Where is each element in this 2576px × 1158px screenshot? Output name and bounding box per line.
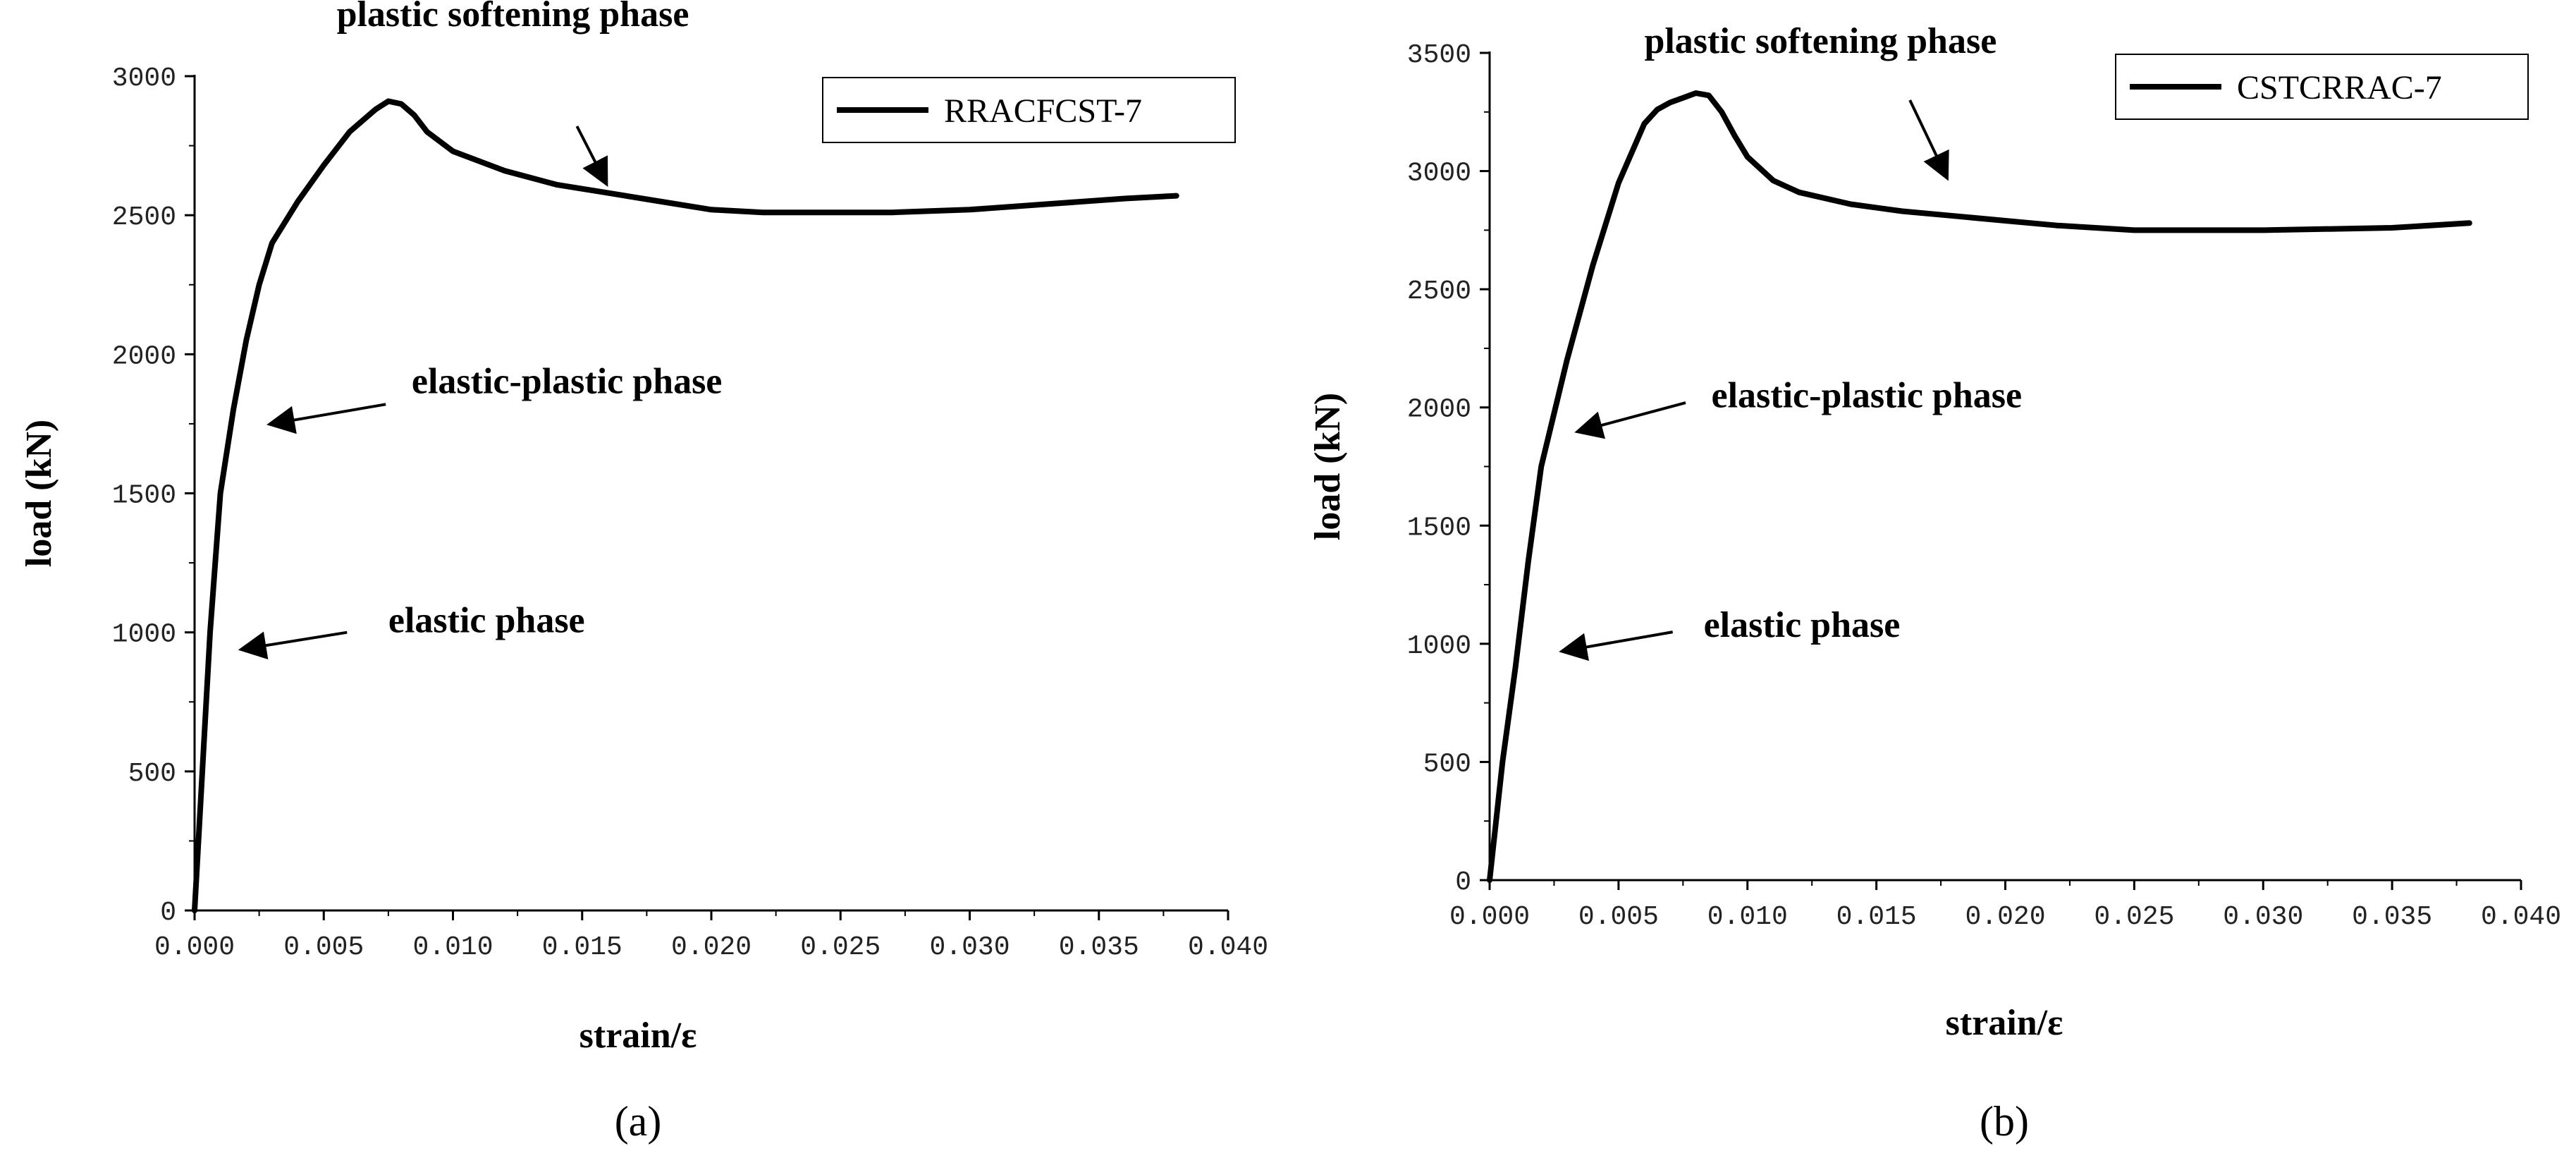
y-axis-label: load (kN) — [1308, 393, 1348, 540]
y-tick-label: 1500 — [112, 481, 176, 511]
y-tick-label: 3000 — [1407, 159, 1471, 189]
annotation-arrow — [238, 630, 348, 659]
y-tick-label: 2500 — [112, 202, 176, 233]
panel-label: (b) — [1980, 1098, 2029, 1145]
x-tick-label: 0.005 — [1578, 902, 1659, 932]
y-tick-label: 500 — [128, 759, 176, 789]
annotation-arrow — [575, 126, 608, 187]
annotation-text: plastic softening phase — [1644, 21, 1997, 61]
y-tick-label: 2000 — [112, 341, 176, 372]
x-tick-label: 0.025 — [2094, 902, 2174, 932]
series-line-0 — [192, 98, 1179, 913]
legend-entry: CSTCRRAC-7 — [2237, 69, 2442, 106]
x-tick-label: 0.005 — [283, 932, 364, 963]
x-tick-label: 0.030 — [2223, 902, 2303, 932]
annotation-text: elastic-plastic phase — [1712, 376, 2023, 416]
annotation-arrow — [266, 403, 386, 434]
x-axis-label: strain/ε — [579, 1016, 697, 1056]
y-tick-label: 500 — [1423, 749, 1471, 779]
x-tick-label: 0.030 — [929, 932, 1010, 963]
chart-panel-a: 0.000 0.005 0.010 0.015 0.020 0.025 0.030 0.035… — [19, 0, 1268, 1145]
annotation-text: elastic-plastic phase — [412, 362, 723, 402]
x-tick-label: 0.000 — [154, 932, 235, 963]
annotation-text: elastic phase — [1704, 605, 1901, 645]
annotation-arrow — [1908, 99, 1949, 181]
x-tick-label: 0.020 — [1965, 902, 2045, 932]
x-tick-label: 0.040 — [2481, 902, 2561, 932]
y-tick-label: 1000 — [1407, 631, 1471, 662]
series-line-0 — [1487, 90, 2472, 883]
annotation-text: elastic phase — [388, 601, 585, 641]
x-tick-label: 0.015 — [542, 932, 622, 963]
y-tick-label: 2500 — [1407, 276, 1471, 307]
panel-label: (a) — [615, 1098, 662, 1145]
legend-entry: RRACFCST-7 — [944, 92, 1142, 130]
annotation-arrow — [1559, 630, 1674, 662]
y-tick-label: 2000 — [1407, 395, 1471, 425]
y-tick-label: 1500 — [1407, 513, 1471, 543]
x-tick-label: 0.035 — [2352, 902, 2432, 932]
chart-panel-b: 0.000 0.005 0.010 0.015 0.020 0.025 0.030 0.035… — [1308, 21, 2561, 1145]
annotation-arrow — [1574, 401, 1686, 439]
x-tick-label: 0.035 — [1059, 932, 1139, 963]
x-tick-label: 0.025 — [800, 932, 881, 963]
y-tick-label: 3500 — [1407, 40, 1471, 71]
x-axis-label: strain/ε — [1946, 1003, 2063, 1043]
y-axis-label: load (kN) — [19, 420, 59, 567]
y-tick-label: 3000 — [112, 63, 176, 94]
x-tick-label: 0.010 — [1707, 902, 1788, 932]
x-tick-label: 0.000 — [1449, 902, 1530, 932]
annotation-text: plastic softening phase — [337, 0, 689, 35]
y-tick-label: 0 — [160, 898, 176, 928]
x-tick-label: 0.040 — [1188, 932, 1268, 963]
x-tick-label: 0.020 — [671, 932, 752, 963]
x-tick-label: 0.015 — [1836, 902, 1917, 932]
y-tick-label: 0 — [1455, 867, 1471, 898]
y-tick-label: 1000 — [112, 620, 176, 650]
x-tick-label: 0.010 — [412, 932, 493, 963]
